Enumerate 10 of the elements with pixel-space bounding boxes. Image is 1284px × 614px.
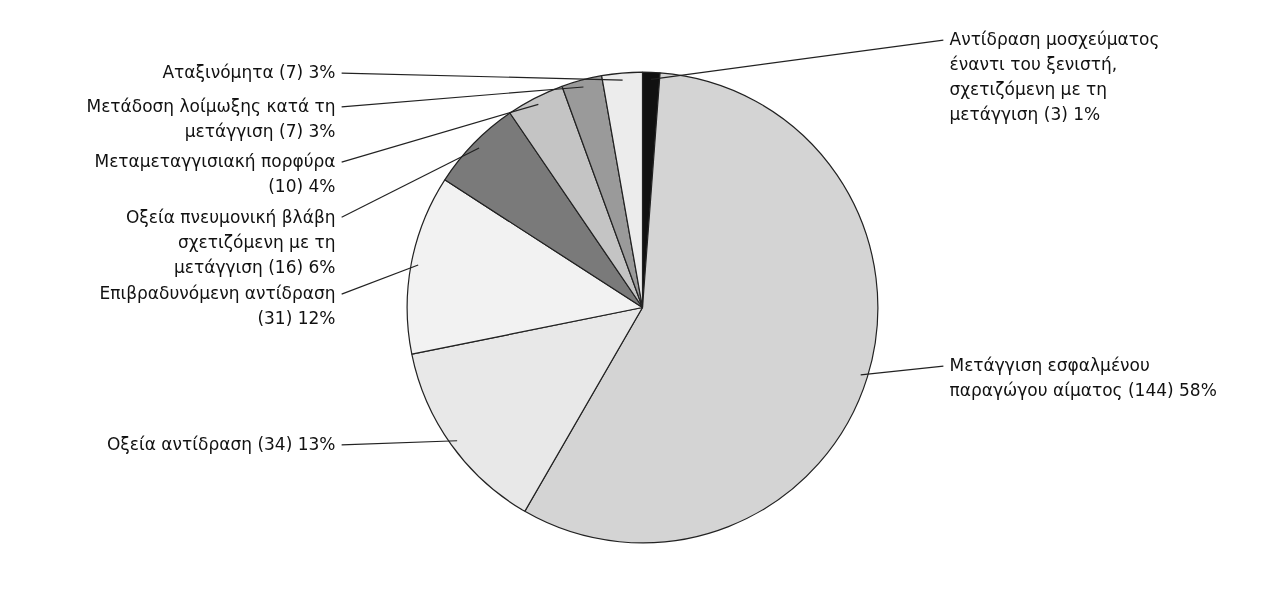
slice-label: Αταξινόμητα (7) 3% [162,62,336,83]
slice-label: Οξεία αντίδραση (34) 13% [106,434,336,455]
slice-label: Μεταμεταγγισιακή πορφύρα [94,151,336,172]
data-label: (31) 12% [257,308,336,329]
slice-label: Αντίδραση μοσχεύματος έναντι του ξενιστή, σχετιζόμενη με τη μετάγγιση (3) 1% [949,29,1160,125]
slice-label: Οξεία πνευμονική βλάβη σχετιζόμενη με τη μετάγγιση (16) 6% [125,206,336,277]
data-label: (10) 4% [268,176,336,197]
slice-label: Μετάδοση λοίμωξης κατά τη μετάγγιση (7) 3% [86,96,336,142]
slice-label: Επιβραδυνόμενη αντίδραση [99,283,336,304]
slice-label: Μετάγγιση εσφαλμένου παραγώγου αίματος (144) 58% [949,355,1217,401]
